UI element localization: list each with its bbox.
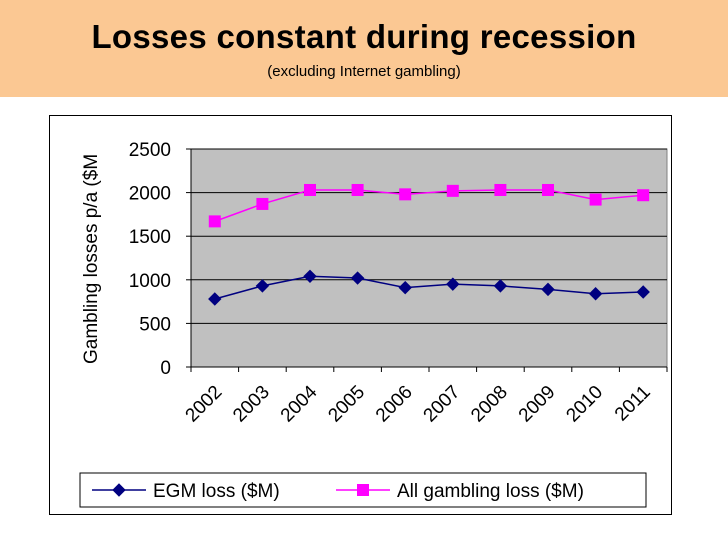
legend-marker-egm — [112, 483, 126, 497]
y-tick-label: 2000 — [129, 184, 171, 205]
data-point-egm — [398, 280, 412, 295]
x-tick-label: 2003 — [229, 382, 274, 427]
x-tick-label: 2009 — [515, 382, 560, 427]
data-point-egm — [255, 279, 270, 293]
data-point-egm — [303, 269, 317, 284]
y-tick-label: 1500 — [129, 227, 171, 248]
x-tick-label: 2002 — [182, 382, 227, 427]
data-point-all-gambling — [208, 215, 221, 228]
chart-frame: 0 500 1000 1500 2000 2500 2002 2003 2004 2005 200… — [49, 115, 672, 515]
slide-title: Losses constant during recession — [91, 18, 637, 55]
data-point-egm — [446, 277, 460, 291]
y-tick-label: 500 — [139, 314, 171, 335]
data-point-egm — [208, 292, 222, 306]
legend-label-egm: EGM loss ($M) — [153, 481, 280, 502]
data-point-all-gambling — [304, 183, 316, 196]
y-axis-label: Gambling losses p/a ($M — [81, 154, 102, 364]
x-tick-label: 2004 — [277, 381, 322, 426]
data-point-egm — [541, 282, 555, 297]
data-point-egm — [636, 285, 650, 299]
data-point-all-gambling — [399, 188, 412, 201]
gridlines — [191, 148, 667, 324]
x-tick-label: 2010 — [562, 382, 607, 427]
x-tick-label: 2005 — [324, 382, 369, 427]
plot-area — [190, 148, 668, 368]
data-point-all-gambling — [637, 189, 650, 202]
y-tick-label: 1000 — [129, 271, 171, 292]
x-tick-label: 2007 — [420, 382, 465, 427]
legend: EGM loss ($M) All gambling loss ($M) — [79, 472, 647, 508]
data-point-all-gambling — [256, 197, 269, 210]
data-point-all-gambling — [494, 183, 507, 196]
x-tick-label: 2008 — [467, 382, 512, 427]
y-tick-labels: 0 500 1000 1500 2000 2500 — [129, 140, 171, 379]
x-tick-labels: 2002 2003 2004 2005 2006 2007 2008 2009 2010 2011 — [182, 381, 655, 426]
data-point-egm — [588, 287, 603, 301]
y-tick-label: 0 — [160, 358, 171, 379]
slide-subtitle: (excluding Internet gambling) — [267, 63, 461, 80]
y-tick-label: 2500 — [129, 140, 171, 161]
data-point-all-gambling — [589, 193, 602, 206]
data-point-all-gambling — [446, 184, 459, 197]
data-point-egm — [350, 271, 365, 285]
series-line-all-gambling — [214, 189, 644, 223]
axes — [186, 148, 668, 372]
legend-marker-all-gambling — [357, 484, 369, 496]
legend-label-all-gambling: All gambling loss ($M) — [397, 481, 584, 502]
x-tick-label: 2011 — [611, 382, 655, 426]
data-point-all-gambling — [542, 183, 554, 196]
x-tick-label: 2006 — [372, 382, 417, 427]
series-line-egm — [214, 275, 644, 300]
title-banner: Losses constant during recession (exclud… — [0, 0, 728, 97]
data-point-all-gambling — [351, 183, 364, 196]
series-layer — [208, 183, 650, 306]
data-point-egm — [493, 279, 508, 293]
